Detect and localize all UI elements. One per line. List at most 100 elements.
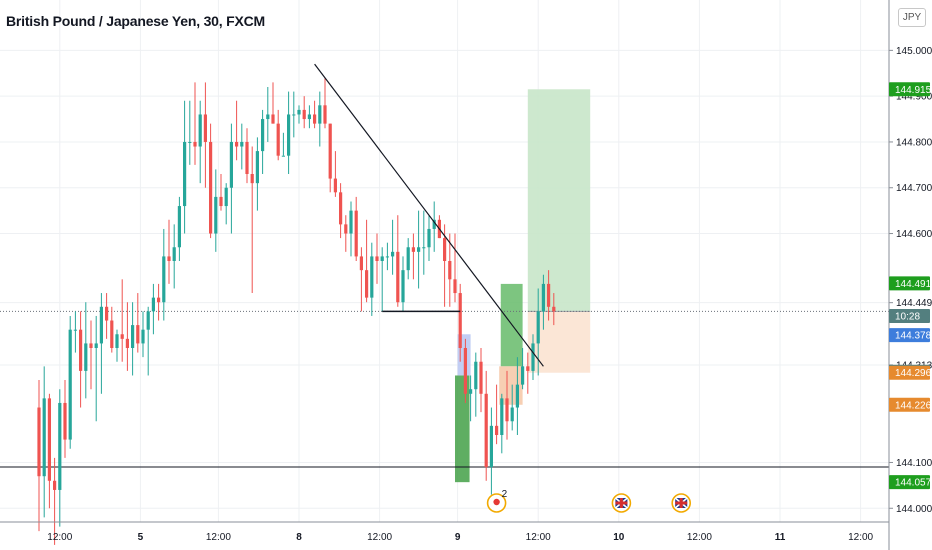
candle-body [177,206,181,248]
price-label-box [889,308,930,323]
x-tick-label: 11 [775,532,786,543]
x-tick-label: 5 [138,532,144,543]
pin-icon [486,493,507,513]
candle-body [541,283,545,312]
candle-body [302,109,306,120]
trendline [314,63,544,367]
candle-body [214,196,218,234]
y-tick-label: 144.700 [896,183,932,194]
price-label-box [889,276,930,291]
candle-body [349,210,353,234]
candle-body [489,425,493,468]
candle-body [292,114,296,116]
candle-body [422,247,426,249]
candle-body [536,311,540,344]
candle-body [307,114,311,120]
x-tick-label: 8 [296,532,302,543]
candle-body [526,366,530,371]
candle-body [162,256,166,303]
candle-body [167,256,171,261]
candle-body [474,361,478,390]
candle-body [120,334,124,339]
candle-body [391,251,395,257]
candle-body [235,141,239,147]
candle-body [323,105,327,124]
price-label-text: 144.296 [895,368,932,379]
candle-body [281,155,285,157]
price-label-text: 144.378 [895,331,932,342]
candle-body [406,247,410,271]
candle-body [547,283,551,307]
profit-zone [527,89,591,312]
candle-body [380,256,384,261]
candle-body [484,393,488,468]
y-tick-label: 144.800 [896,137,932,148]
x-tick-label: 12:00 [367,532,392,543]
price-label-text: 10:28 [895,311,920,322]
x-tick-label: 12:00 [848,532,873,543]
candle-body [94,343,98,348]
candle-body [359,256,363,271]
candle-body [224,187,228,207]
pin-dot [493,498,500,506]
candle-body [105,306,109,321]
candle-body [183,141,187,207]
candle-body [42,398,46,477]
x-tick-label: 9 [455,532,461,543]
y-tick-label: 145.000 [896,46,932,57]
x-tick-label: 12:00 [206,532,231,543]
y-tick-label: 144.900 [896,92,932,103]
candle-body [229,141,233,188]
candle-body [287,114,291,156]
candle-body [401,270,405,303]
candle-body [84,343,88,371]
candle-body [266,114,270,120]
candle-body [115,334,119,348]
candle-body [255,151,259,184]
candle-body [188,141,192,143]
candle-body [411,247,415,252]
candle-body [68,329,72,440]
candle-body [396,251,400,303]
flag-cross [615,501,628,505]
currency-button[interactable]: JPY [898,8,926,27]
candle-body [131,325,135,348]
candle-body [505,398,509,422]
price-label-text: 144.226 [895,400,932,411]
price-label-box [889,365,930,380]
candle-body [385,256,389,258]
event-count: 2 [502,489,508,500]
candle-body [448,261,452,280]
candle-body [354,210,358,257]
x-tick-label: 12:00 [526,532,551,543]
uk-flag-icon [671,493,692,513]
candle-body [328,123,332,179]
candle-body [297,109,301,115]
y-tick-label: 144.000 [896,504,932,515]
candle-body [344,224,348,234]
candle-body [99,306,103,344]
candle-body [417,247,421,252]
candle-body [313,114,317,124]
candle-body [240,141,244,147]
candle-body [521,366,525,385]
candle-body [318,105,322,124]
x-tick-label: 12:00 [687,532,712,543]
candle-body [463,348,467,394]
candle-body [432,219,436,229]
candle-body [37,407,41,477]
y-tick-label: 144.100 [896,458,932,469]
price-label-text: 144.491 [895,279,932,290]
candle-body [370,256,374,298]
candle-body [552,306,556,312]
x-tick-label: 10 [613,532,625,543]
candle-body [73,329,77,331]
candle-body [531,343,535,371]
candle-body [458,293,462,348]
demand-zone [455,375,470,483]
candle-body [427,228,431,248]
price-label-box [889,397,930,412]
candle-body [219,196,223,207]
symbol-title: British Pound / Japanese Yen, 30, FXCM [6,13,265,29]
